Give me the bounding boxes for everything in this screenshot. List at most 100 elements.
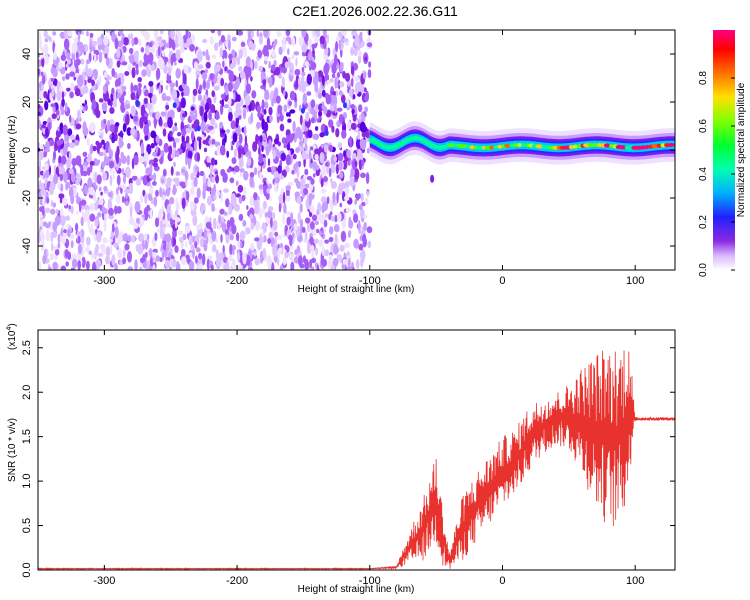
heatmap-noise-cell <box>229 234 234 241</box>
heatmap-noise-cell <box>354 82 360 95</box>
heatmap-noise-cell <box>357 149 363 160</box>
heatmap-noise-cell <box>160 111 166 117</box>
heatmap-noise-cell <box>124 188 130 194</box>
heatmap-noise-cell <box>300 75 305 82</box>
heatmap-noise-cell <box>38 232 41 244</box>
heatmap-noise-cell <box>367 240 372 249</box>
heatmap-noise-cell <box>105 56 110 67</box>
heatmap-noise-cell <box>264 89 270 101</box>
heatmap-noise-cell <box>330 215 335 222</box>
heatmap-noise-cell <box>239 241 243 248</box>
heatmap-noise-cell <box>346 120 352 130</box>
chart-title: C2E1.2026.002.22.36.G11 <box>292 3 458 19</box>
heatmap-noise-cell <box>294 249 298 256</box>
heatmap-noise-cell <box>122 257 127 265</box>
heatmap-noise-cell <box>103 150 107 157</box>
colorbar-ticks: 0.0 0.2 0.4 0.6 0.8 <box>698 71 735 277</box>
heatmap-noise-cell <box>253 251 257 257</box>
colorbar-gradient <box>713 30 735 270</box>
heatmap-noise-cell <box>181 256 187 266</box>
heatmap-noise-cell <box>50 180 55 190</box>
heatmap-noise-cell <box>220 190 223 203</box>
heatmap-noise-cell <box>329 78 334 83</box>
heatmap-noise-cell <box>342 38 349 43</box>
heatmap-noise-cell <box>125 104 131 109</box>
heatmap-noise-cell <box>61 98 65 107</box>
heatmap-noise-cell <box>153 157 159 163</box>
heatmap-noise-cell <box>52 202 56 208</box>
heatmap-noise-cell <box>137 243 144 255</box>
heatmap-noise-cell <box>153 196 158 207</box>
heatmap-noise-cell <box>210 104 216 114</box>
heatmap-noise-cell <box>65 261 69 267</box>
heatmap-noise-cell <box>319 35 325 45</box>
heatmap-noise-cell <box>140 194 143 204</box>
heatmap-noise-cell <box>137 82 142 89</box>
heatmap-noise-cell <box>144 31 151 41</box>
heatmap-noise-cell <box>82 85 89 94</box>
heatmap-noise-cell <box>300 107 305 114</box>
heatmap-noise-cell <box>321 246 325 257</box>
heatmap-noise-cell <box>96 231 102 243</box>
heatmap-noise-cell <box>240 70 246 80</box>
heatmap-noise-cell <box>216 190 220 198</box>
heatmap-noise-cell <box>140 142 145 154</box>
heatmap-noise-cell <box>242 108 247 120</box>
heatmap-noise-cell <box>58 62 63 69</box>
heatmap-noise-cell <box>85 209 90 219</box>
heatmap-noise-cell <box>75 58 81 65</box>
heatmap-noise-cell <box>121 167 125 175</box>
heatmap-noise-cell <box>340 230 347 243</box>
heatmap-noise-cell <box>295 147 300 154</box>
heatmap-noise-cell <box>148 47 154 52</box>
heatmap-noise-cell <box>104 53 108 59</box>
heatmap-noise-cell <box>328 236 334 243</box>
heatmap-noise-cell <box>130 234 136 243</box>
heatmap-noise-cell <box>332 257 339 267</box>
heatmap-noise-cell <box>67 58 71 65</box>
heatmap-noise-cell <box>51 231 57 238</box>
heatmap-noise-cell <box>103 118 107 125</box>
heatmap-noise-cell <box>54 215 61 226</box>
heatmap-noise-cell <box>250 222 255 230</box>
heatmap-noise-cell <box>139 266 143 270</box>
heatmap-noise-cell <box>45 169 50 179</box>
heatmap-noise-cell <box>38 119 41 130</box>
heatmap-noise-cell <box>353 238 359 249</box>
heatmap-noise-cell <box>242 220 247 227</box>
heatmap-noise-cell <box>365 172 370 184</box>
heatmap-noise-cell <box>149 247 153 258</box>
snr-y-tick-label: 2.5 <box>21 340 33 355</box>
heatmap-noise-cell <box>193 61 199 70</box>
heatmap-noise-cell <box>176 150 180 158</box>
heatmap-noise-cell <box>70 172 76 183</box>
heatmap-noise-cell <box>291 36 296 47</box>
heatmap-noise-cell <box>334 104 337 114</box>
heatmap-noise-cell <box>199 105 204 117</box>
heatmap-noise-cell <box>72 45 75 55</box>
heatmap-noise-cell <box>113 242 119 248</box>
heatmap-noise-cell <box>298 130 303 141</box>
heatmap-signal-cell <box>401 139 408 144</box>
heatmap-noise-cell <box>322 200 329 212</box>
heatmap-noise-cell <box>76 210 79 215</box>
heatmap-noise-cell <box>366 147 370 154</box>
heatmap-noise-cell <box>89 32 94 39</box>
heatmap-noise-cell <box>259 135 263 143</box>
heatmap-noise-cell <box>230 120 236 130</box>
heatmap-noise-cell <box>97 159 101 164</box>
heatmap-noise-cell <box>284 61 290 69</box>
heatmap-noise-cell <box>143 233 148 240</box>
heatmap-noise-cell <box>314 220 319 226</box>
heatmap-noise-cell <box>52 51 57 60</box>
heatmap-noise-cell <box>140 176 143 181</box>
heatmap-noise-cell <box>53 164 57 177</box>
heatmap-noise-cell <box>284 195 291 202</box>
heatmap-noise-cell <box>220 35 226 43</box>
heatmap-noise-cell <box>60 155 67 165</box>
heatmap-noise-cell <box>220 129 226 134</box>
heatmap-noise-cell <box>174 137 180 143</box>
heatmap-noise-cell <box>153 117 157 129</box>
heatmap-noise-cell <box>268 60 271 69</box>
heatmap-noise-cell <box>105 30 111 33</box>
